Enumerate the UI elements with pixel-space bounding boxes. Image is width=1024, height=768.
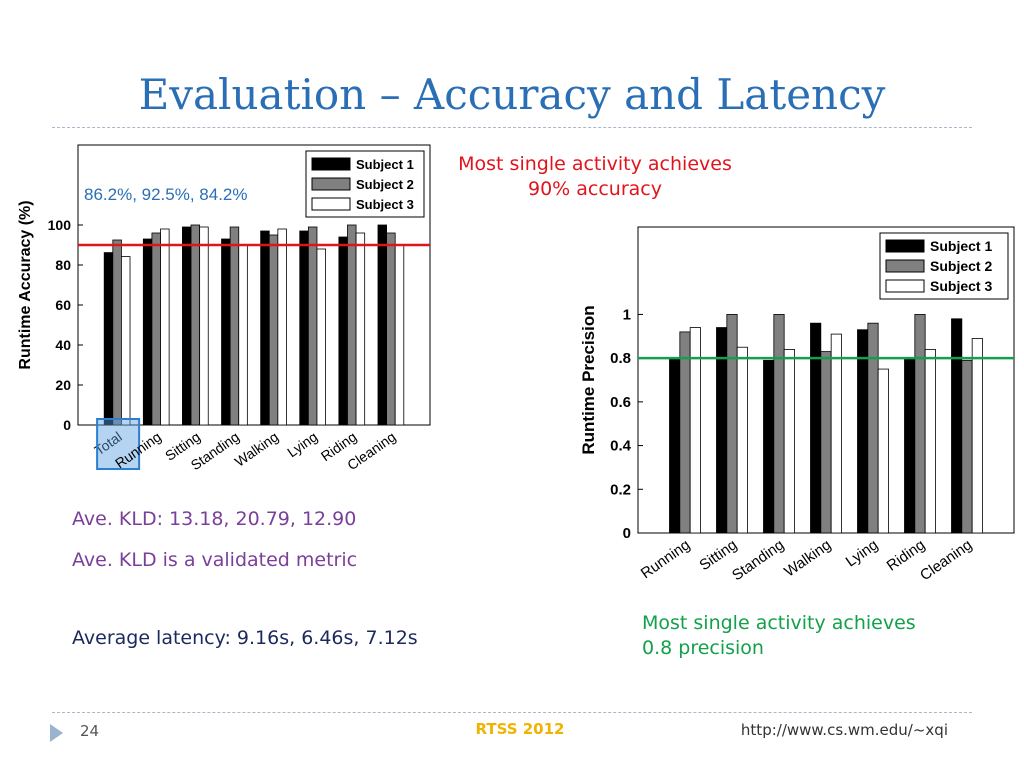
prec-category-label: Cleaning bbox=[917, 536, 975, 584]
precision-callout-line2: 0.8 precision bbox=[642, 636, 764, 659]
footer-arrow-icon bbox=[50, 724, 63, 742]
prec-bar bbox=[689, 327, 701, 534]
precision-callout: Most single activity achieves 0.8 precis… bbox=[642, 611, 972, 660]
acc-bar bbox=[307, 226, 318, 426]
prec-bar bbox=[736, 346, 748, 534]
prec-bar bbox=[726, 314, 738, 534]
acc-bar bbox=[277, 228, 287, 426]
prec-bar bbox=[924, 349, 936, 534]
acc-category-label: Walking bbox=[232, 428, 282, 469]
prec-ytick-label: 0 bbox=[623, 525, 631, 542]
acc-bar bbox=[190, 224, 201, 426]
acc-ytick-label: 0 bbox=[63, 417, 71, 433]
page-number: 24 bbox=[80, 722, 100, 740]
prec-bar bbox=[951, 318, 963, 534]
acc-bar bbox=[142, 238, 153, 426]
accuracy-callout-line2: 90% accuracy bbox=[528, 177, 662, 200]
footer-url[interactable]: http://www.cs.wm.edu/~xqi bbox=[740, 721, 948, 739]
accuracy-subject-note: 86.2%, 92.5%, 84.2% bbox=[84, 185, 248, 204]
bottom-divider bbox=[52, 712, 972, 713]
acc-bar bbox=[199, 226, 209, 426]
acc-legend-label: Subject 2 bbox=[356, 177, 414, 192]
acc-bar bbox=[355, 232, 366, 426]
acc-highlight-box bbox=[96, 418, 141, 470]
acc-ytick-label: 40 bbox=[55, 337, 71, 353]
prec-category-label: Walking bbox=[781, 536, 834, 580]
prec-bar bbox=[669, 357, 681, 534]
acc-bar bbox=[160, 228, 170, 426]
prec-bar bbox=[867, 322, 879, 534]
acc-legend-swatch bbox=[311, 197, 351, 211]
prec-bar bbox=[830, 333, 842, 534]
prec-bar bbox=[820, 351, 832, 534]
acc-bar bbox=[103, 252, 114, 426]
kld-note: Ave. KLD is a validated metric bbox=[72, 549, 358, 571]
prec-legend-swatch bbox=[885, 279, 925, 293]
acc-ylabel: Runtime Accuracy (%) bbox=[17, 200, 34, 369]
acc-bar bbox=[112, 239, 122, 426]
prec-legend-label: Subject 1 bbox=[930, 238, 992, 254]
acc-category-label: Lying bbox=[284, 428, 320, 460]
acc-bar bbox=[377, 224, 387, 426]
prec-ytick-label: 1 bbox=[623, 306, 631, 323]
acc-ytick-label: 80 bbox=[55, 257, 71, 273]
prec-bar bbox=[904, 357, 916, 534]
prec-legend-swatch bbox=[885, 259, 925, 273]
acc-ytick-label: 20 bbox=[55, 377, 71, 393]
prec-ylabel: Runtime Precision bbox=[579, 305, 598, 454]
acc-bar bbox=[338, 236, 348, 426]
prec-bar bbox=[877, 368, 889, 534]
accuracy-callout: Most single activity achieves 90% accura… bbox=[440, 152, 750, 201]
prec-bar bbox=[961, 359, 973, 534]
prec-bar bbox=[763, 359, 775, 534]
precision-callout-line1: Most single activity achieves bbox=[642, 612, 916, 634]
prec-ytick-label: 0.2 bbox=[610, 481, 631, 498]
acc-bar bbox=[394, 244, 405, 426]
acc-bar bbox=[229, 226, 240, 426]
slide-title: Evaluation – Accuracy and Latency bbox=[138, 70, 886, 119]
prec-ytick-label: 0.4 bbox=[610, 438, 632, 455]
accuracy-callout-line1: Most single activity achieves bbox=[458, 153, 732, 175]
prec-bar bbox=[914, 314, 926, 534]
acc-bar bbox=[151, 232, 161, 426]
acc-bar bbox=[347, 224, 357, 426]
acc-legend-label: Subject 1 bbox=[356, 157, 414, 172]
prec-bar bbox=[679, 331, 691, 534]
prec-category-label: Standing bbox=[729, 536, 787, 584]
acc-bar bbox=[260, 230, 270, 426]
prec-legend-label: Subject 3 bbox=[930, 278, 992, 294]
prec-ytick-label: 0.6 bbox=[610, 394, 631, 411]
prec-category-label: Running bbox=[638, 536, 694, 582]
acc-bar bbox=[299, 230, 309, 426]
acc-ytick-label: 60 bbox=[55, 297, 71, 313]
prec-bar bbox=[810, 322, 822, 534]
top-divider bbox=[52, 127, 972, 128]
precision-chart: 0 0.2 0.4 0.6 0.8 1 Runtime Precision Running Si… bbox=[570, 225, 1024, 609]
acc-ytick-label: 100 bbox=[48, 217, 72, 233]
acc-bar bbox=[238, 244, 248, 426]
latency-text: Average latency: 9.16s, 6.46s, 7.12s bbox=[72, 627, 418, 649]
acc-bar bbox=[316, 248, 326, 426]
prec-legend-label: Subject 2 bbox=[930, 258, 992, 274]
prec-bar bbox=[783, 349, 795, 534]
prec-ytick-label: 0.8 bbox=[610, 350, 631, 367]
acc-legend-swatch bbox=[311, 177, 351, 191]
kld-values: Ave. KLD: 13.18, 20.79, 12.90 bbox=[72, 508, 357, 530]
prec-legend-swatch bbox=[885, 239, 925, 253]
acc-bar bbox=[386, 232, 396, 426]
acc-bar bbox=[182, 226, 192, 426]
acc-legend-swatch bbox=[311, 157, 351, 171]
prec-bar bbox=[773, 314, 785, 534]
acc-legend-label: Subject 3 bbox=[356, 197, 414, 212]
conference-label: RTSS 2012 bbox=[475, 720, 565, 738]
accuracy-chart: 0 20 40 60 80 100 Runtime Accuracy (%) Total Run… bbox=[10, 140, 435, 479]
prec-category-label: Lying bbox=[843, 536, 882, 570]
acc-bar bbox=[268, 234, 279, 426]
acc-bar bbox=[121, 256, 131, 426]
prec-bar bbox=[857, 329, 869, 534]
acc-bar bbox=[221, 238, 231, 426]
prec-bar bbox=[971, 338, 983, 534]
